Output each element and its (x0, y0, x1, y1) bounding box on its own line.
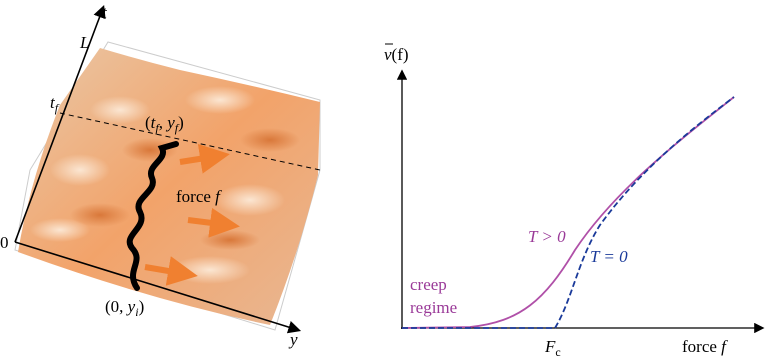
start-label: (0, yi) (105, 297, 144, 319)
x-label: force f (682, 337, 728, 356)
regime-label: regime (410, 298, 457, 317)
label-part: ( (145, 113, 151, 132)
endpoint-label: (tf, yf) (145, 113, 184, 135)
label-part: f (721, 337, 728, 356)
label-part: (f) (392, 45, 409, 64)
surface (18, 48, 320, 325)
polymer (126, 141, 179, 291)
origin-label: 0 (0, 233, 9, 252)
L-label: L (79, 33, 89, 52)
t-label: t (102, 3, 108, 22)
left-panel: t L tf (tf, yf) force f 0 (0, yi) y (0, 3, 321, 349)
label-part: t (50, 93, 56, 112)
y-axis (14, 241, 302, 334)
label-part: v (384, 45, 392, 64)
t-axis (14, 5, 106, 243)
curve-hot (401, 96, 735, 329)
label-part: c (555, 345, 560, 357)
v-label: v(f) (384, 45, 409, 64)
label-part: i (135, 305, 138, 319)
fc-label: Fc (544, 337, 561, 357)
label-part: f (175, 121, 180, 135)
zero-label: T = 0 (590, 247, 628, 266)
curve-zero (402, 96, 735, 329)
label-part: y (165, 113, 175, 132)
label-part: t (151, 113, 157, 132)
creep-label: creep (410, 275, 447, 294)
label-part: (0, (105, 297, 128, 316)
force-arrows (144, 143, 240, 286)
box (14, 41, 321, 331)
label-part: y (126, 297, 136, 316)
label-part: force (176, 187, 215, 206)
right-panel: v(f) T > 0 T = 0 creep regime Fc force f (384, 43, 765, 357)
tf-label: tf (50, 93, 60, 115)
label-part: f (155, 121, 160, 135)
label-part: , (159, 113, 168, 132)
label-part: ) (178, 113, 184, 132)
y-label: y (288, 330, 298, 349)
hot-label: T > 0 (528, 227, 566, 246)
label-part: f (215, 187, 222, 206)
label-part: ) (139, 297, 145, 316)
label-part: f (55, 101, 60, 115)
label-part: F (544, 337, 556, 356)
label-part: force (682, 337, 721, 356)
force-label: force f (176, 187, 222, 206)
